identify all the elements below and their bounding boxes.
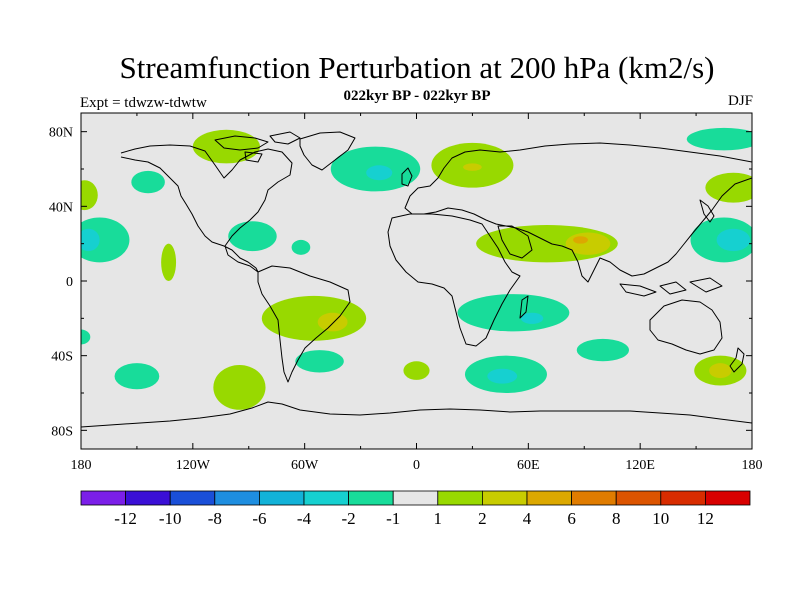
lon-tick-label: 120W: [176, 458, 211, 473]
anomaly-pos-s-america-core: [317, 312, 348, 332]
lon-tick-label: 0: [413, 458, 420, 473]
coastline-greenland: [299, 131, 356, 171]
colorbar-swatch: [615, 490, 662, 506]
lon-tick-label: 60E: [517, 458, 540, 473]
anomaly-neg-n-pacific: [131, 170, 165, 194]
anomaly-pos-s-indian-west: [403, 361, 430, 380]
colorbar-swatch: [258, 490, 305, 506]
anomaly-neg-s-indian-core: [487, 368, 518, 384]
experiment-label: Expt = tdwzw-tdwtw: [80, 95, 207, 111]
colorbar-label: -4: [297, 509, 312, 528]
map-subtitle: 022kyr BP - 022kyr BP: [343, 88, 491, 104]
lon-tick-label: 180: [71, 458, 92, 473]
lat-tick-label: 40N: [49, 200, 73, 215]
axis-ticks: 180 120W 60W 0 60E 120E 180 80N 40N 0 40S 80S: [49, 113, 763, 473]
colorbar-swatch: [392, 490, 439, 506]
anomaly-neg-s-indian-east: [576, 338, 629, 362]
colorbar-swatch: [80, 490, 126, 506]
colorbar-label: -12: [114, 509, 137, 528]
anomaly-neg-arctic-siberia: [686, 127, 752, 151]
colorbar-swatch: [348, 490, 394, 506]
colorbar-label: -10: [159, 509, 182, 528]
lon-tick-label: 60W: [291, 458, 319, 473]
coastlines: [81, 131, 752, 428]
anomaly-pos-n-pacific-west: [81, 180, 98, 211]
coastline-north-america: [120, 144, 293, 273]
lat-tick-label: 80S: [51, 424, 73, 439]
coastline-new-zealand: [729, 347, 745, 373]
season-label: DJF: [727, 93, 753, 109]
anomaly-neg-s-atlantic: [295, 350, 344, 373]
lon-tick-label: 180: [742, 458, 763, 473]
coastline-indonesia: [619, 277, 723, 297]
lat-tick-label: 40S: [51, 350, 73, 365]
map-title: Streamfunction Perturbation at 200 hPa (…: [119, 50, 715, 85]
colorbar-label: 6: [567, 509, 576, 528]
anomaly-pos-s-pacific-nz-core: [709, 363, 732, 379]
colorbar-swatch: [169, 490, 216, 506]
colorbar: -12 -10 -8 -6 -4 -2 -1 1 2 4 6 8 10 12: [80, 490, 751, 528]
anomaly-neg-n-atlantic-core: [366, 165, 393, 181]
colorbar-swatch: [214, 490, 260, 506]
anomaly-neg-w-atlantic: [291, 239, 311, 255]
anomaly-pos-n-canada: [192, 129, 260, 164]
colorbar-swatch: [481, 490, 528, 506]
colorbar-label: -2: [342, 509, 356, 528]
anomaly-neg-caribbean: [228, 221, 277, 252]
lat-tick-label: 80N: [49, 126, 73, 141]
colorbar-label: 2: [478, 509, 487, 528]
anomaly-neg-ne-pacific: [81, 217, 130, 263]
colorbar-label: 12: [697, 509, 714, 528]
coastline-south-america: [257, 265, 351, 383]
anomaly-neg-pacific-edge: [81, 329, 91, 345]
colorbar-label: 8: [612, 509, 621, 528]
colorbar-swatch: [125, 490, 171, 506]
colorbar-label: 1: [434, 509, 443, 528]
colorbar-swatch: [571, 490, 617, 506]
anomaly-neg-s-africa: [457, 294, 570, 332]
coastline-antarctica: [81, 401, 752, 428]
anomaly-pos-s-pacific-east: [213, 365, 266, 410]
anomaly-layer: [81, 127, 752, 410]
anomaly-pos-india-inner: [573, 236, 588, 244]
coastline-africa: [387, 213, 521, 347]
lat-tick-label: 0: [66, 275, 73, 290]
coastline-madagascar: [519, 295, 529, 319]
colorbar-swatch: [705, 490, 751, 506]
colorbar-label: 10: [652, 509, 669, 528]
anomaly-neg-w-pacific-core: [716, 228, 751, 252]
anomaly-pos-scandinavia-core: [463, 163, 482, 171]
colorbar-swatch: [303, 490, 349, 506]
anomaly-pos-e-pacific: [161, 243, 177, 281]
colorbar-swatch: [437, 490, 483, 506]
anomaly-neg-s-africa-core: [520, 312, 544, 324]
colorbar-label: -6: [252, 509, 266, 528]
colorbar-swatch: [660, 490, 706, 506]
coastline-japan: [699, 199, 715, 223]
coastline-arabia: [497, 225, 533, 259]
anomaly-neg-s-pacific: [114, 363, 160, 390]
anomaly-pos-ne-asia: [705, 172, 752, 203]
lon-tick-label: 120E: [625, 458, 655, 473]
anomaly-neg-ne-pacific-core: [81, 228, 100, 252]
colorbar-label: -8: [208, 509, 222, 528]
colorbar-label: -1: [386, 509, 400, 528]
colorbar-swatch: [526, 490, 572, 506]
coastline-australia: [649, 299, 723, 355]
coastline-arctic-islands: [214, 131, 301, 163]
colorbar-label: 4: [523, 509, 532, 528]
coastline-british-isles: [401, 167, 413, 187]
